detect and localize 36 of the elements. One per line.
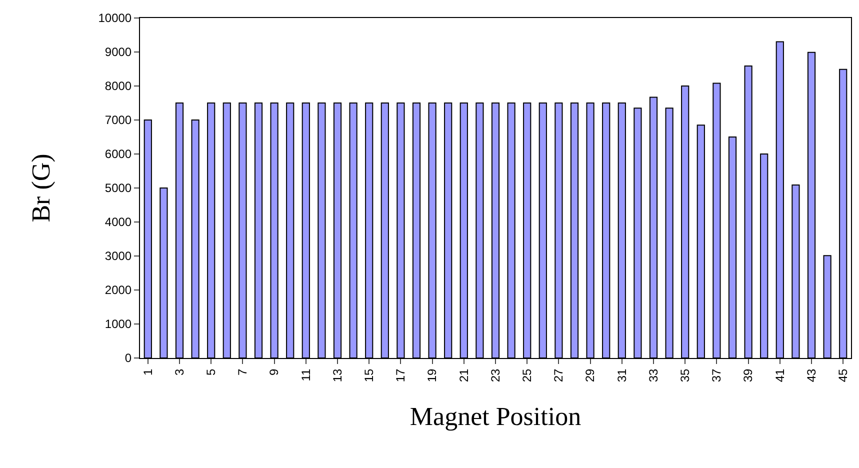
y-tick-label: 0 — [124, 351, 132, 366]
x-tick-label: 21 — [456, 368, 471, 382]
x-tick-label: 45 — [836, 368, 850, 382]
x-tick-label: 11 — [298, 368, 313, 382]
x-tick-label: 9 — [267, 368, 282, 376]
x-tick-label: 3 — [172, 368, 186, 376]
y-tick-label: 4000 — [104, 215, 132, 230]
y-tick-label: 9000 — [104, 45, 132, 60]
x-tick-label: 43 — [804, 368, 818, 382]
x-tick-label: 39 — [741, 368, 756, 382]
y-tick-label: 8000 — [104, 79, 132, 94]
y-axis-title: Br (G) — [26, 154, 56, 222]
x-tick-label: 33 — [646, 368, 660, 382]
y-tick-label: 7000 — [104, 113, 132, 128]
x-tick-label: 27 — [552, 368, 566, 382]
y-tick-label: 6000 — [104, 147, 132, 162]
x-tick-label: 29 — [583, 368, 598, 382]
x-tick-label: 13 — [330, 368, 344, 382]
x-axis-title: Magnet Position — [410, 402, 582, 431]
x-tick-label: 25 — [520, 368, 534, 382]
x-tick-label: 31 — [614, 368, 629, 382]
x-tick-label: 37 — [710, 368, 724, 382]
y-tick-label: 10000 — [98, 11, 132, 26]
x-tick-label: 7 — [236, 368, 250, 376]
y-tick-label: 1000 — [104, 317, 132, 332]
y-tick-label: 3000 — [104, 249, 132, 264]
x-tick-label: 15 — [362, 368, 376, 382]
y-tick-label: 2000 — [104, 283, 132, 298]
x-tick-label: 5 — [204, 368, 218, 376]
x-tick-label: 17 — [394, 368, 408, 382]
x-tick-label: 41 — [772, 368, 787, 382]
x-tick-label: 19 — [425, 368, 440, 382]
y-tick-label: 5000 — [104, 181, 132, 196]
x-tick-label: 1 — [140, 368, 155, 376]
x-tick-label: 35 — [678, 368, 692, 382]
x-tick-label: 23 — [488, 368, 502, 382]
